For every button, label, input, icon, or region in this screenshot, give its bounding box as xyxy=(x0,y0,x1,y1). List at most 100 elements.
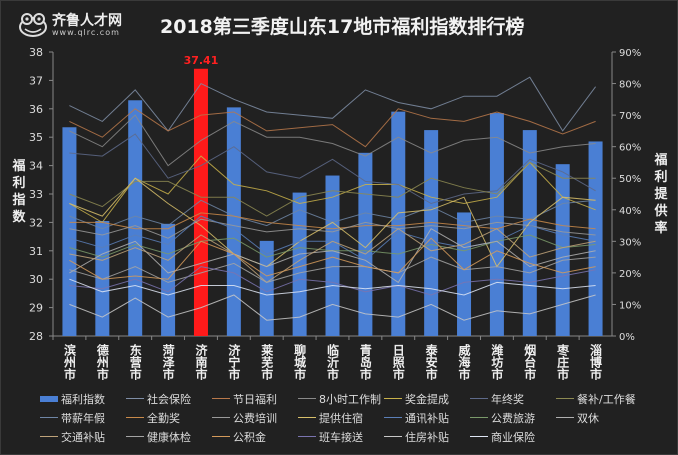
legend-label: 福利指数 xyxy=(61,392,105,406)
legend-item: 交通补贴 xyxy=(40,429,126,445)
legend-swatch xyxy=(298,436,316,437)
legend-label: 健康体检 xyxy=(147,430,191,444)
y-tick-label-right: 20% xyxy=(619,269,641,280)
legend-label: 商业保险 xyxy=(491,430,535,444)
y-tick-label-right: 70% xyxy=(619,111,641,122)
x-tick-label: 济宁市 xyxy=(227,343,241,381)
legend-row: 带薪年假 全勤奖 公费培训 提供住宿 通讯补贴 公费旅游 双休 xyxy=(40,408,670,427)
legend-swatch xyxy=(470,436,488,437)
y-tick-label-right: 40% xyxy=(619,206,641,217)
legend-item: 通讯补贴 xyxy=(384,410,470,426)
legend-swatch xyxy=(470,417,488,418)
line-餐补/工作餐 xyxy=(69,161,596,217)
frog-logo-icon xyxy=(19,13,47,37)
legend-swatch xyxy=(212,398,230,399)
legend-swatch xyxy=(212,436,230,437)
y-tick-label-left: 29 xyxy=(29,302,43,315)
legend-label: 带薪年假 xyxy=(61,411,105,425)
y-tick-label-left: 35 xyxy=(29,131,43,144)
x-tick-label: 枣庄市 xyxy=(556,343,570,381)
legend-label: 奖金提成 xyxy=(405,392,449,406)
legend-item: 双休 xyxy=(556,410,642,426)
y-axis-left-label: 福利指数 xyxy=(12,159,26,225)
y-tick-label-right: 90% xyxy=(619,48,641,59)
legend-label: 公费旅游 xyxy=(491,411,535,425)
legend-label: 公费培训 xyxy=(233,411,277,425)
y-tick-label-right: 50% xyxy=(619,174,641,185)
y-axis-right-label: 福利提供率 xyxy=(654,153,668,236)
y-tick-label-left: 38 xyxy=(29,46,43,59)
legend-swatch xyxy=(40,417,58,418)
legend-item: 奖金提成 xyxy=(384,391,470,407)
x-tick-label: 德州市 xyxy=(95,343,109,381)
legend-swatch xyxy=(556,417,574,418)
x-tick-label: 泰安市 xyxy=(424,343,438,381)
legend-swatch xyxy=(384,398,402,399)
line-年终奖 xyxy=(69,133,596,205)
x-tick-label: 威海市 xyxy=(457,343,471,381)
legend-item: 节日福利 xyxy=(212,391,298,407)
legend-item: 8小时工作制 xyxy=(298,391,384,407)
legend-label: 公积金 xyxy=(233,430,266,444)
y-tick-label-left: 32 xyxy=(29,216,43,229)
y-tick-label-right: 0% xyxy=(619,332,635,343)
bar-泰安市 xyxy=(424,130,439,336)
y-tick-label-left: 31 xyxy=(29,245,43,258)
x-tick-label: 菏泽市 xyxy=(161,343,175,381)
bar-枣庄市 xyxy=(555,164,570,336)
legend-item: 健康体检 xyxy=(126,429,212,445)
line-8小时工作制 xyxy=(69,114,596,167)
bar-淄博市 xyxy=(588,141,603,336)
line-公费培训 xyxy=(69,218,596,239)
y-tick-label-left: 36 xyxy=(29,103,43,116)
x-tick-label: 东营市 xyxy=(128,343,142,381)
bar-聊城市 xyxy=(292,192,307,336)
line-提供住宿 xyxy=(69,177,596,268)
line-班车接送 xyxy=(69,266,596,296)
highlight-data-label: 37.41 xyxy=(184,54,219,67)
y-tick-label-right: 10% xyxy=(619,300,641,311)
legend-item: 公积金 xyxy=(212,429,298,445)
line-节日福利 xyxy=(69,108,596,148)
legend-label: 交通补贴 xyxy=(61,430,105,444)
bar-济宁市 xyxy=(226,107,241,336)
legend-label: 年终奖 xyxy=(491,392,524,406)
legend-swatch xyxy=(556,398,574,399)
legend: 福利指数 社会保险 节日福利 8小时工作制 奖金提成 年终奖 餐补/工作餐带薪年假 全勤奖 公费… xyxy=(40,389,670,446)
line-全勤奖 xyxy=(69,212,596,230)
legend-label: 住房补贴 xyxy=(405,430,449,444)
logo-name: 齐鲁人才网 xyxy=(52,12,122,29)
line-健康体检 xyxy=(69,256,596,283)
bar-青岛市 xyxy=(358,152,373,336)
line-社会保险 xyxy=(69,76,597,132)
x-tick-label: 滨州市 xyxy=(62,343,76,381)
x-tick-label: 烟台市 xyxy=(523,344,537,381)
line-商业保险 xyxy=(69,278,596,296)
bar-菏泽市 xyxy=(161,223,176,336)
bar-烟台市 xyxy=(522,130,537,336)
legend-swatch xyxy=(212,417,230,418)
x-tick-label: 临沂市 xyxy=(326,343,340,381)
legend-swatch xyxy=(126,436,144,437)
bar-东营市 xyxy=(128,100,143,336)
y-tick-label-left: 28 xyxy=(29,330,43,343)
legend-swatch xyxy=(384,436,402,437)
legend-swatch xyxy=(298,398,316,399)
legend-item: 全勤奖 xyxy=(126,410,212,426)
x-tick-label: 青岛市 xyxy=(358,343,372,381)
legend-item: 公费旅游 xyxy=(470,410,556,426)
y-tick-label-right: 60% xyxy=(619,143,641,154)
legend-label: 通讯补贴 xyxy=(405,411,449,425)
legend-item: 住房补贴 xyxy=(384,429,470,445)
bar-滨州市 xyxy=(62,127,77,336)
legend-label: 班车接送 xyxy=(319,430,363,444)
legend-swatch xyxy=(298,417,316,418)
legend-item: 餐补/工作餐 xyxy=(556,391,642,407)
line-双休 xyxy=(69,228,596,284)
legend-item: 社会保险 xyxy=(126,391,212,407)
legend-swatch xyxy=(40,395,58,402)
y-tick-label-left: 37 xyxy=(29,74,43,87)
legend-row: 交通补贴 健康体检 公积金 班车接送 住房补贴 商业保险 xyxy=(40,427,670,446)
bar-日照市 xyxy=(391,111,406,336)
